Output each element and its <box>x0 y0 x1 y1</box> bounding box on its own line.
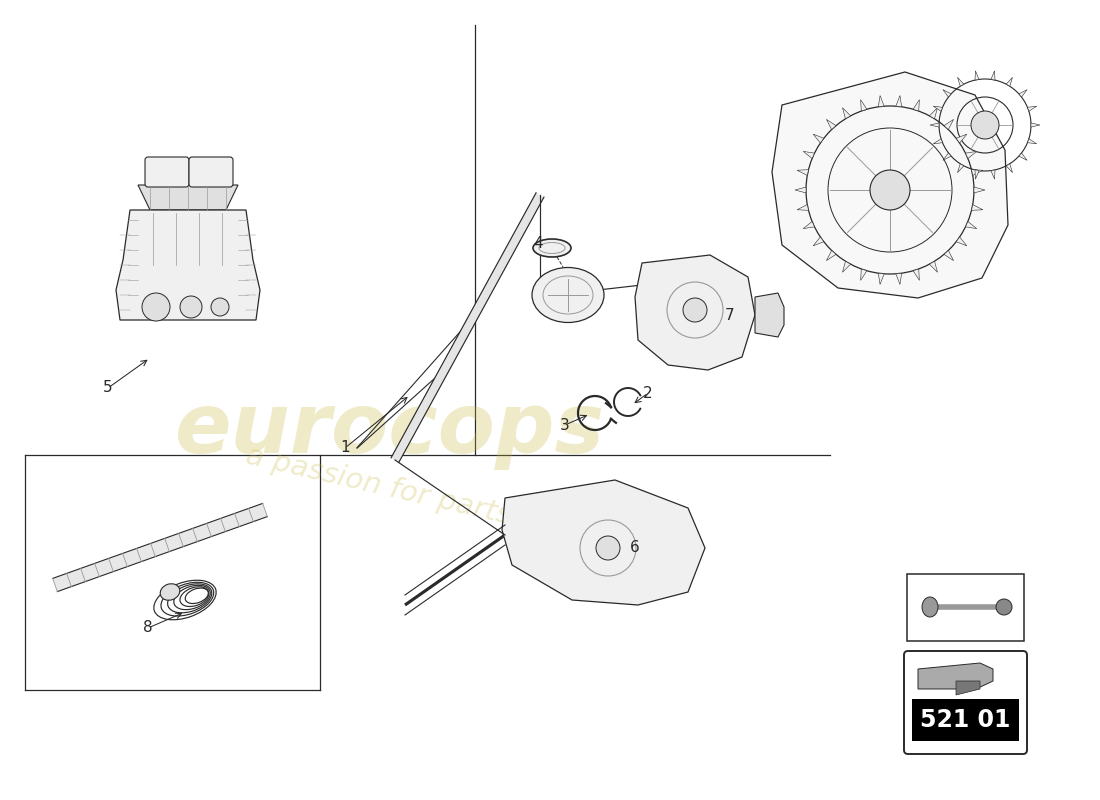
Polygon shape <box>798 170 808 175</box>
Polygon shape <box>1006 78 1012 86</box>
Polygon shape <box>930 123 939 127</box>
Circle shape <box>142 293 170 321</box>
Polygon shape <box>956 134 967 143</box>
Circle shape <box>180 296 202 318</box>
Polygon shape <box>813 134 824 143</box>
Polygon shape <box>991 170 996 179</box>
Polygon shape <box>755 293 784 337</box>
Polygon shape <box>943 153 951 160</box>
Ellipse shape <box>534 239 571 257</box>
Circle shape <box>971 111 999 139</box>
Polygon shape <box>772 72 1008 298</box>
Polygon shape <box>991 71 996 80</box>
Polygon shape <box>966 151 977 158</box>
Text: 3: 3 <box>560 418 570 433</box>
Text: 4: 4 <box>534 235 542 250</box>
Polygon shape <box>1027 138 1036 144</box>
Polygon shape <box>860 100 867 111</box>
Polygon shape <box>895 95 902 107</box>
Polygon shape <box>930 262 937 272</box>
Polygon shape <box>1006 164 1012 173</box>
Polygon shape <box>813 237 824 246</box>
Circle shape <box>211 298 229 316</box>
Polygon shape <box>1019 153 1027 160</box>
Polygon shape <box>971 205 983 210</box>
Ellipse shape <box>161 584 179 600</box>
Polygon shape <box>971 170 983 175</box>
FancyBboxPatch shape <box>145 157 189 187</box>
Polygon shape <box>1019 90 1027 97</box>
Polygon shape <box>895 273 902 285</box>
Polygon shape <box>956 681 980 695</box>
Polygon shape <box>944 250 954 261</box>
Polygon shape <box>635 255 755 370</box>
Polygon shape <box>957 164 964 173</box>
Polygon shape <box>975 71 979 80</box>
Polygon shape <box>933 138 943 144</box>
Text: 5: 5 <box>103 381 113 395</box>
Polygon shape <box>878 95 884 107</box>
Polygon shape <box>826 250 836 261</box>
Polygon shape <box>944 119 954 130</box>
Polygon shape <box>803 222 814 229</box>
Polygon shape <box>930 108 937 118</box>
Polygon shape <box>943 90 951 97</box>
Polygon shape <box>878 273 884 285</box>
Text: eurocops: eurocops <box>175 390 605 470</box>
FancyBboxPatch shape <box>189 157 233 187</box>
FancyBboxPatch shape <box>908 574 1024 641</box>
Polygon shape <box>974 187 984 193</box>
Polygon shape <box>502 480 705 605</box>
Polygon shape <box>1027 106 1036 111</box>
Polygon shape <box>956 237 967 246</box>
Polygon shape <box>843 108 850 118</box>
FancyBboxPatch shape <box>912 699 1019 741</box>
Polygon shape <box>826 119 836 130</box>
Circle shape <box>870 170 910 210</box>
Text: 1: 1 <box>340 441 350 455</box>
FancyBboxPatch shape <box>904 651 1027 754</box>
Ellipse shape <box>532 267 604 322</box>
Polygon shape <box>843 262 850 272</box>
Polygon shape <box>957 78 964 86</box>
Text: 521 01: 521 01 <box>921 708 1011 732</box>
Text: 7: 7 <box>725 307 735 322</box>
Polygon shape <box>913 269 920 280</box>
Polygon shape <box>918 663 993 689</box>
Text: 8: 8 <box>143 621 153 635</box>
Polygon shape <box>138 185 238 210</box>
Polygon shape <box>53 503 267 591</box>
Polygon shape <box>913 100 920 111</box>
Polygon shape <box>1031 123 1040 127</box>
Polygon shape <box>860 269 867 280</box>
Polygon shape <box>975 170 979 179</box>
Text: 6: 6 <box>630 541 640 555</box>
Polygon shape <box>966 222 977 229</box>
Ellipse shape <box>922 597 938 617</box>
Polygon shape <box>392 193 543 462</box>
Circle shape <box>683 298 707 322</box>
Text: a passion for parts since 1988: a passion for parts since 1988 <box>243 442 678 568</box>
Circle shape <box>996 599 1012 615</box>
Polygon shape <box>803 151 814 158</box>
Polygon shape <box>795 187 806 193</box>
Circle shape <box>596 536 620 560</box>
Polygon shape <box>798 205 808 210</box>
Text: 2: 2 <box>644 386 652 401</box>
Polygon shape <box>933 106 943 111</box>
Polygon shape <box>116 210 260 320</box>
